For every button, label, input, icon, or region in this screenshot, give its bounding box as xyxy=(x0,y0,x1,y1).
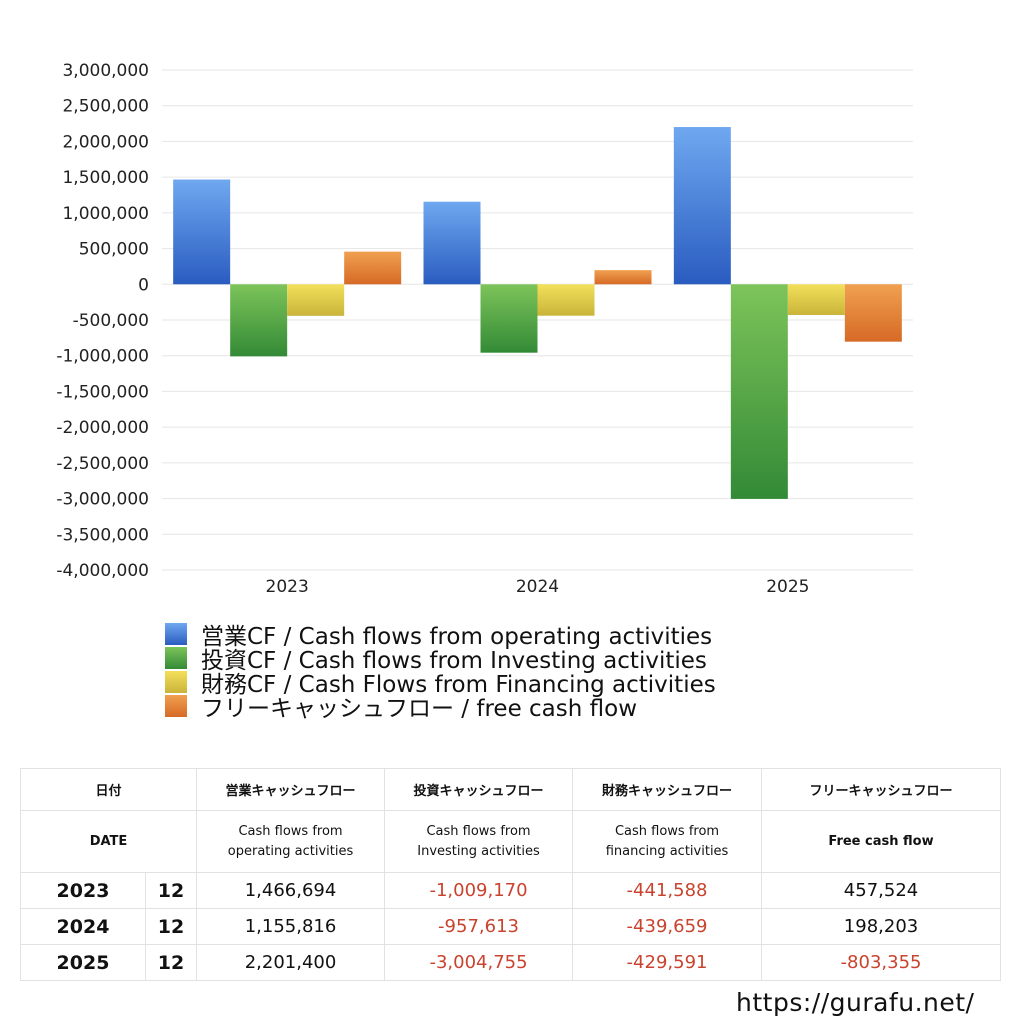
legend-label-free: フリーキャッシュフロー / free cash flow xyxy=(201,696,638,722)
legend-item-free: フリーキャッシュフロー / free cash flow xyxy=(165,694,716,722)
header-op-en-line1: Cash flows from xyxy=(238,823,343,839)
legend-label-operating: 営業CF / Cash flows from operating activit… xyxy=(201,624,713,650)
x-axis-categories: 2023 2024 2025 xyxy=(266,577,810,597)
y-tick-label: -2,000,000 xyxy=(56,418,149,438)
legend-label-financing: 財務CF / Cash Flows from Financing activit… xyxy=(201,672,716,698)
legend-swatch-investing xyxy=(165,647,187,669)
legend-item-operating: 営業CF / Cash flows from operating activit… xyxy=(165,622,716,650)
y-tick-label: 1,500,000 xyxy=(62,168,149,188)
row-op: 2,201,400 xyxy=(196,944,386,981)
row-month: 12 xyxy=(144,908,198,945)
x-category-label: 2025 xyxy=(766,577,809,597)
row-fin: -439,659 xyxy=(572,908,763,945)
row-free: -803,355 xyxy=(761,944,1002,981)
row-year: 2023 xyxy=(20,872,146,909)
y-tick-label: 2,000,000 xyxy=(62,132,149,152)
header-fin-en-line2: financing activities xyxy=(605,843,729,859)
legend-swatch-free xyxy=(165,695,187,717)
y-tick-label: 2,500,000 xyxy=(62,97,149,117)
header-inv-en-line1: Cash flows from xyxy=(426,823,531,839)
cash-flow-table: 日付 営業キャッシュフロー 投資キャッシュフロー 財務キャッシュフロー フリーキ… xyxy=(19,768,1002,981)
row-free: 198,203 xyxy=(761,908,1002,945)
x-category-label: 2023 xyxy=(266,577,309,597)
row-inv: -3,004,755 xyxy=(384,944,574,981)
bar-operating-2024 xyxy=(423,201,481,285)
bar-free-2024 xyxy=(594,270,652,285)
y-tick-label: 3,000,000 xyxy=(62,61,149,81)
row-op: 1,155,816 xyxy=(196,908,386,945)
y-tick-label: -500,000 xyxy=(73,311,149,331)
header-fin-en: Cash flows from financing activities xyxy=(572,810,763,873)
bar-free-2025 xyxy=(844,284,902,342)
site-url: https://gurafu.net/ xyxy=(736,988,975,1017)
table-row: 2025 12 2,201,400 -3,004,755 -429,591 -8… xyxy=(20,944,1002,981)
header-free-jp: フリーキャッシュフロー xyxy=(761,768,1002,811)
row-fin: -441,588 xyxy=(572,872,763,909)
row-fin: -429,591 xyxy=(572,944,763,981)
bar-free-2023 xyxy=(344,251,402,285)
bars xyxy=(173,127,902,499)
table-header-jp: 日付 営業キャッシュフロー 投資キャッシュフロー 財務キャッシュフロー フリーキ… xyxy=(19,768,1002,811)
bar-investing-2025 xyxy=(730,284,788,499)
y-tick-label: -1,500,000 xyxy=(56,382,149,402)
y-tick-label: -1,000,000 xyxy=(56,347,149,367)
y-tick-label: -2,500,000 xyxy=(56,454,149,474)
y-tick-label: -4,000,000 xyxy=(56,561,149,581)
legend-item-investing: 投資CF / Cash flows from Investing activit… xyxy=(165,646,716,674)
row-free: 457,524 xyxy=(761,872,1002,909)
header-date-jp: 日付 xyxy=(19,768,198,811)
legend-item-financing: 財務CF / Cash Flows from Financing activit… xyxy=(165,670,716,698)
header-fin-jp: 財務キャッシュフロー xyxy=(572,768,763,811)
header-inv-jp: 投資キャッシュフロー xyxy=(384,768,574,811)
row-year: 2024 xyxy=(20,908,146,945)
legend: 営業CF / Cash flows from operating activit… xyxy=(165,622,716,722)
table-row: 2024 12 1,155,816 -957,613 -439,659 198,… xyxy=(20,908,1002,945)
y-tick-label: -3,000,000 xyxy=(56,490,149,510)
header-date-en: DATE xyxy=(19,810,198,873)
bar-operating-2023 xyxy=(173,179,231,285)
y-tick-label: 500,000 xyxy=(79,240,149,260)
legend-swatch-operating xyxy=(165,623,187,645)
bar-operating-2025 xyxy=(673,127,731,285)
header-free-en: Free cash flow xyxy=(761,810,1002,873)
x-category-label: 2024 xyxy=(516,577,559,597)
bar-investing-2023 xyxy=(230,284,288,357)
header-op-jp: 営業キャッシュフロー xyxy=(196,768,386,811)
legend-swatch-financing xyxy=(165,671,187,693)
row-inv: -1,009,170 xyxy=(384,872,574,909)
row-month: 12 xyxy=(144,944,198,981)
row-month: 12 xyxy=(144,872,198,909)
bar-financing-2025 xyxy=(787,284,845,315)
header-inv-en-line2: Investing activities xyxy=(417,843,540,859)
header-op-en: Cash flows from operating activities xyxy=(196,810,386,873)
cash-flow-bar-chart: 3,000,000 2,500,000 2,000,000 1,500,000 1,00… xyxy=(56,61,913,597)
bar-financing-2023 xyxy=(287,284,345,316)
row-year: 2025 xyxy=(20,944,146,981)
y-axis-ticks: 3,000,000 2,500,000 2,000,000 1,500,000 1,00… xyxy=(56,61,149,581)
header-op-en-line2: operating activities xyxy=(227,843,354,859)
header-fin-en-line1: Cash flows from xyxy=(614,823,720,839)
legend-label-investing: 投資CF / Cash flows from Investing activit… xyxy=(201,648,707,674)
bar-financing-2024 xyxy=(537,284,595,316)
y-tick-label: 0 xyxy=(138,275,149,295)
header-inv-en: Cash flows from Investing activities xyxy=(384,810,574,873)
row-op: 1,466,694 xyxy=(196,872,386,909)
table-row: 2023 12 1,466,694 -1,009,170 -441,588 45… xyxy=(20,872,1002,909)
row-inv: -957,613 xyxy=(384,908,574,945)
y-tick-label: -3,500,000 xyxy=(56,525,149,545)
bar-investing-2024 xyxy=(480,284,538,353)
table-header-en: DATE Cash flows from operating activities… xyxy=(19,810,1002,873)
y-tick-label: 1,000,000 xyxy=(62,204,149,224)
